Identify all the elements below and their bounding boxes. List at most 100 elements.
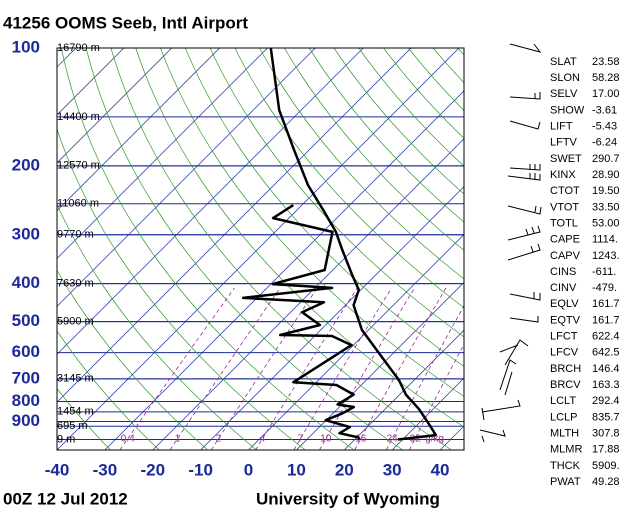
index-name: PWAT (550, 476, 581, 488)
y-tick-label: 400 (12, 273, 40, 292)
isotherm (57, 48, 460, 450)
index-name: CINV (550, 282, 577, 294)
y-tick-label: 900 (12, 411, 40, 430)
index-value: 23.58 (592, 56, 620, 68)
mixing-ratio-line (354, 287, 447, 450)
x-tick-label: 20 (335, 460, 354, 479)
dry-adiabat (57, 204, 257, 450)
index-name: CTOT (550, 185, 580, 197)
x-tick-label: 30 (383, 460, 402, 479)
isotherm (391, 377, 464, 450)
height-label: 7630 m (57, 278, 94, 290)
index-value: -479. (592, 282, 617, 294)
time-label: 00Z 12 Jul 2012 (3, 489, 128, 508)
index-name: CINS (550, 266, 576, 278)
x-tick-label: -30 (93, 460, 118, 479)
mixing-ratio-line (385, 305, 464, 450)
wind-barb (507, 225, 541, 241)
y-tick-label: 300 (12, 224, 40, 243)
index-value: 835.7 (592, 411, 620, 423)
index-value: 28.90 (592, 169, 620, 181)
height-label: 12570 m (57, 160, 100, 172)
index-value: 292.4 (592, 395, 620, 407)
isotherm (0, 48, 28, 450)
isotherm (296, 281, 464, 450)
x-tick-label: 0 (244, 460, 253, 479)
index-name: LCLT (550, 395, 576, 407)
index-value: 1243. (592, 250, 620, 262)
index-name: THCK (550, 460, 581, 472)
mixing-ratio-label: 16 (355, 434, 367, 445)
mixing-ratio-label: 32 (410, 434, 422, 445)
indices-table: SLAT 23.58 SLON 58.28 SELV 17.00 SHOW -3.61 LIFT… (550, 56, 620, 488)
index-value: 1114. (592, 234, 618, 246)
isotherm (57, 48, 268, 259)
mixing-ratio-line (409, 343, 464, 450)
wind-barbs (479, 43, 542, 443)
index-name: CAPV (550, 250, 581, 262)
wind-barb (479, 429, 506, 443)
index-value: -3.61 (592, 104, 617, 116)
index-name: SELV (550, 88, 578, 100)
index-value: 307.8 (592, 427, 620, 439)
mixing-ratio-label: 7 (298, 434, 304, 445)
index-value: 161.7 (592, 298, 620, 310)
index-name: BRCH (550, 363, 581, 375)
index-value: -611. (592, 266, 616, 278)
sounding-line (269, 47, 438, 441)
mixing-ratio-label: 0.4 (121, 434, 135, 445)
mixing-ratio-line (293, 287, 392, 450)
index-name: EQLV (550, 298, 579, 310)
index-value: -5.43 (592, 121, 617, 133)
index-name: SWET (550, 153, 582, 165)
x-tick-label: 40 (431, 460, 450, 479)
y-tick-label: 700 (12, 368, 40, 387)
index-name: BRCV (550, 379, 581, 391)
isotherm (152, 138, 464, 450)
mixing-ratio-unit: g/kg (425, 434, 444, 445)
index-value: -6.24 (592, 137, 617, 149)
dry-adiabat (57, 269, 209, 450)
wind-barb (509, 292, 541, 301)
index-name: LFCV (550, 347, 579, 359)
index-value: 622.4 (592, 331, 620, 343)
mixing-ratio-label: 4 (260, 434, 266, 445)
sounding-line (241, 204, 361, 441)
index-value: 642.5 (592, 347, 620, 359)
x-tick-label: -10 (188, 460, 213, 479)
dry-adiabat (631, 48, 640, 450)
dry-adiabat (284, 48, 464, 251)
height-label: 695 m (57, 420, 88, 432)
index-value: 5909. (592, 460, 620, 472)
isotherm (104, 90, 464, 450)
index-name: SLAT (550, 56, 577, 68)
mixing-ratio-line (169, 287, 281, 450)
y-tick-label: 800 (12, 391, 40, 410)
dry-adiabat (532, 48, 640, 450)
y-tick-label: 600 (12, 342, 40, 361)
wind-barb (509, 120, 541, 130)
isotherm (57, 48, 412, 403)
height-label: 1454 m (57, 406, 94, 418)
index-name: KINX (550, 169, 576, 181)
wind-barb (507, 205, 542, 215)
index-name: MLMR (550, 444, 582, 456)
height-label: 11060 m (57, 198, 99, 210)
dry-adiabat (57, 128, 306, 450)
wind-barb (499, 359, 517, 396)
height-label: 9770 m (57, 229, 94, 241)
index-name: SLON (550, 72, 580, 84)
index-name: LFTV (550, 137, 578, 149)
mixing-ratio-label: 10 (320, 434, 332, 445)
wind-barb (509, 164, 541, 171)
dry-adiabat (61, 48, 355, 450)
index-value: 161.7 (592, 314, 620, 326)
index-name: TOTL (550, 217, 578, 229)
mixing-ratio-line (119, 287, 235, 450)
dry-adiabat (333, 48, 464, 195)
index-name: MLTH (550, 427, 579, 439)
index-value: 19.50 (592, 185, 620, 197)
isotherm (200, 186, 464, 450)
dry-adiabat (209, 48, 464, 338)
